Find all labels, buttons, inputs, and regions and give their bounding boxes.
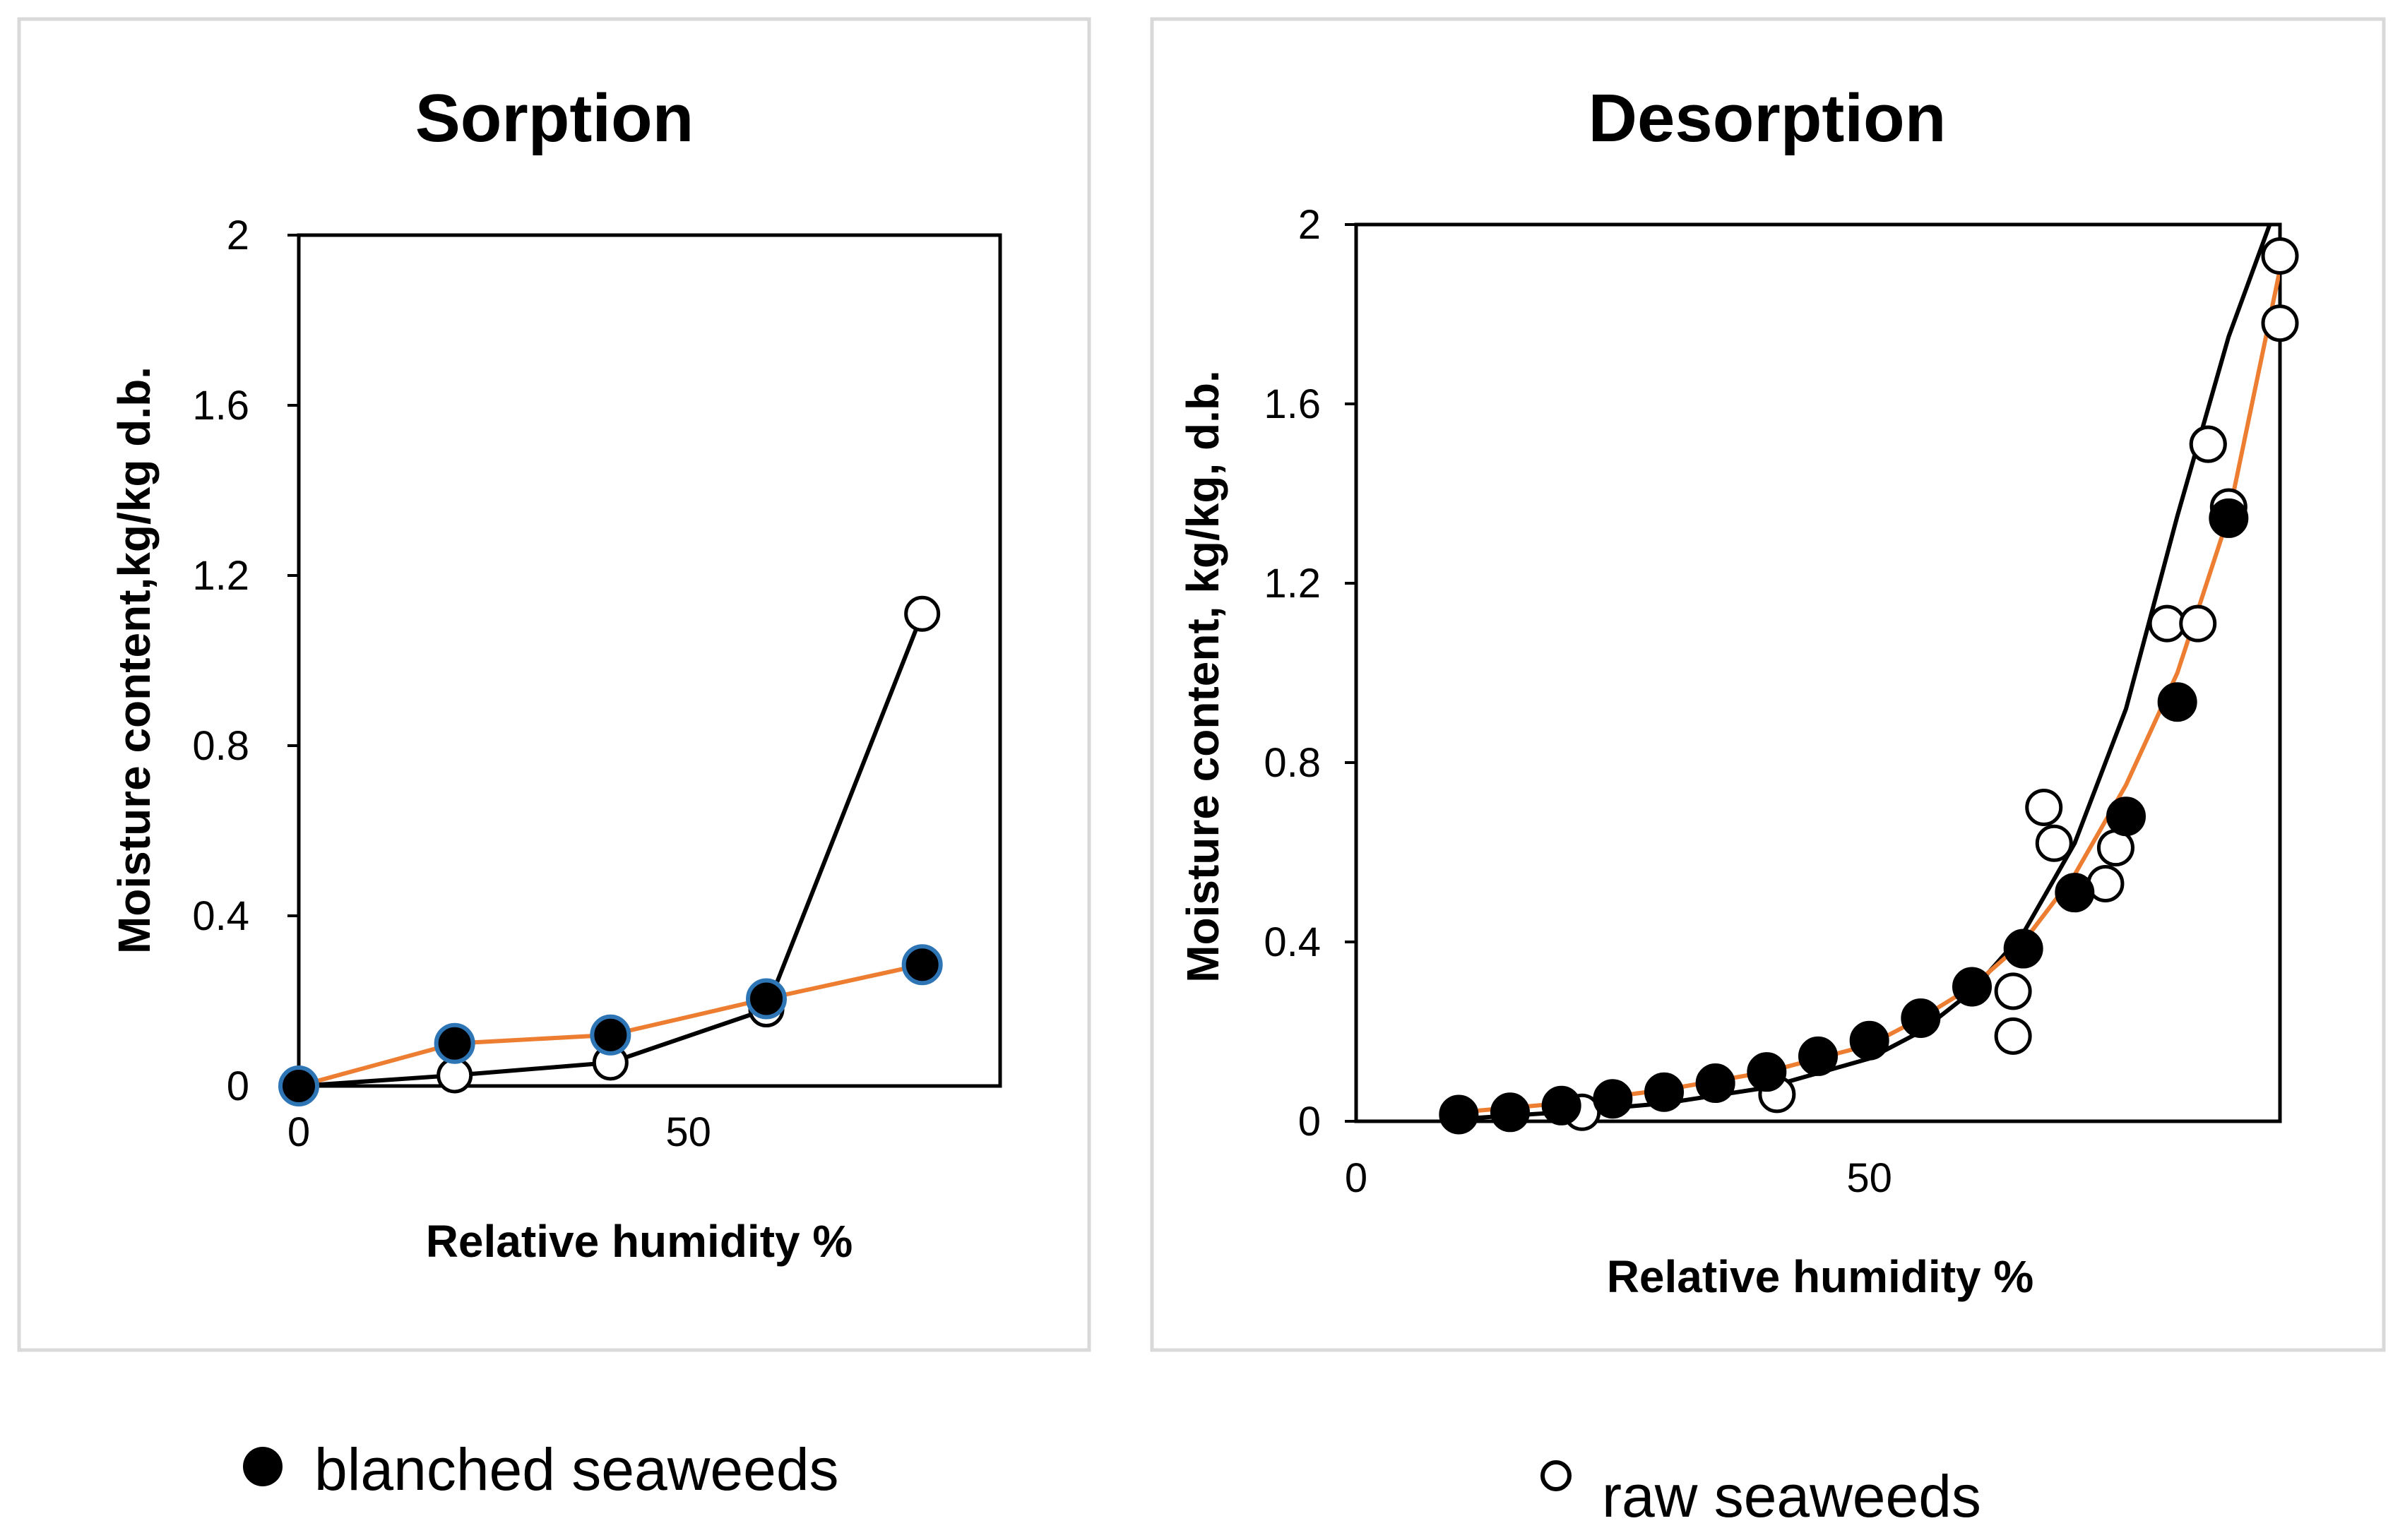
desorption-point-raw xyxy=(2025,789,2063,826)
desorption-chart: Desorption 0 0.4 0.8 1.2 1.6 2 0 50 Relative h… xyxy=(1150,17,2386,1352)
desorption-plot-area xyxy=(1354,222,2282,1123)
sorption-chart: Sorption 0 0.4 0.8 1.2 1.6 2 0 50 Relative hum… xyxy=(17,17,1091,1352)
sorption-point-blanched xyxy=(590,1014,631,1056)
sorption-y-tick-label: 2 xyxy=(227,213,249,258)
desorption-point-blanched xyxy=(2157,682,2197,722)
sorption-x-tick-label: 0 xyxy=(287,1109,310,1155)
desorption-y-tick-label: 1.2 xyxy=(1264,561,1321,607)
desorption-x-tick-label: 0 xyxy=(1345,1155,1367,1201)
desorption-point-raw xyxy=(2261,237,2299,275)
desorption-y-axis-label: Moisture content, kg/kg, d.b. xyxy=(1177,370,1228,983)
sorption-y-tick-label: 0.8 xyxy=(192,723,249,769)
desorption-point-blanched xyxy=(1541,1085,1581,1126)
desorption-y-ticks: 0 0.4 0.8 1.2 1.6 2 xyxy=(1264,202,1356,1145)
desorption-point-raw xyxy=(1994,1017,2032,1055)
desorption-point-blanched xyxy=(2209,498,2249,538)
desorption-point-blanched xyxy=(1439,1094,1479,1135)
sorption-y-tick-label: 0 xyxy=(227,1063,249,1109)
desorption-point-raw xyxy=(2189,425,2227,463)
desorption-y-tick-label: 1.6 xyxy=(1264,381,1321,427)
legend-open-circle-marker xyxy=(1540,1460,1572,1491)
desorption-point-blanched xyxy=(1593,1079,1633,1119)
desorption-title: Desorption xyxy=(1589,80,1947,156)
legend-label-raw: raw seaweeds xyxy=(1602,1463,1981,1529)
sorption-title: Sorption xyxy=(415,80,694,156)
desorption-point-blanched xyxy=(1695,1063,1735,1104)
desorption-y-tick-label: 2 xyxy=(1298,202,1321,248)
desorption-point-blanched xyxy=(1798,1036,1838,1076)
desorption-panel-frame xyxy=(1150,17,2386,1352)
sorption-y-axis-label: Moisture content,kg/kg d.b. xyxy=(109,366,160,954)
desorption-point-blanched xyxy=(2055,873,2095,913)
desorption-point-raw xyxy=(2179,604,2217,643)
desorption-y-tick-label: 0.8 xyxy=(1264,740,1321,786)
sorption-y-tick-label: 1.2 xyxy=(192,553,249,599)
desorption-point-blanched xyxy=(1849,1020,1889,1061)
desorption-point-blanched xyxy=(1901,998,1941,1038)
desorption-point-blanched xyxy=(1952,967,1992,1007)
desorption-point-blanched xyxy=(1490,1092,1530,1133)
sorption-point-blanched xyxy=(434,1022,475,1064)
legend-filled-circle-marker xyxy=(243,1447,283,1486)
sorption-point-blanched xyxy=(746,978,787,1020)
sorption-x-tick-label: 50 xyxy=(665,1109,711,1155)
legend-label-blanched: blanched seaweeds xyxy=(314,1436,839,1503)
desorption-point-blanched xyxy=(2003,929,2043,969)
sorption-y-tick-label: 0.4 xyxy=(192,893,249,939)
desorption-x-tick-label: 50 xyxy=(1846,1155,1892,1201)
desorption-series xyxy=(1439,225,2299,1135)
desorption-point-blanched xyxy=(2106,796,2146,837)
legend: blanched seaweeds raw seaweeds xyxy=(243,1436,1981,1529)
desorption-y-tick-label: 0 xyxy=(1298,1099,1321,1145)
desorption-y-tick-label: 0.4 xyxy=(1264,919,1321,965)
sorption-y-tick-label: 1.6 xyxy=(192,383,249,429)
sorption-point-blanched xyxy=(278,1066,319,1106)
desorption-point-raw xyxy=(2035,824,2073,862)
sorption-series xyxy=(278,595,943,1106)
sorption-x-axis-label: Relative humidity % xyxy=(426,1216,853,1267)
desorption-point-raw xyxy=(1994,972,2032,1010)
desorption-x-ticks: 0 50 xyxy=(1345,1155,1892,1201)
desorption-point-blanched xyxy=(1644,1072,1684,1112)
desorption-x-axis-label: Relative humidity % xyxy=(1607,1251,2034,1302)
sorption-point-raw xyxy=(437,1057,473,1094)
sorption-y-ticks: 0 0.4 0.8 1.2 1.6 2 xyxy=(192,213,299,1109)
desorption-point-raw xyxy=(2261,304,2299,342)
sorption-x-ticks: 0 50 xyxy=(287,1109,711,1155)
desorption-point-raw xyxy=(2148,604,2186,643)
desorption-point-blanched xyxy=(1747,1052,1787,1092)
sorption-panel-frame xyxy=(17,17,1091,1352)
sorption-point-raw xyxy=(904,595,941,632)
sorption-point-blanched xyxy=(901,944,943,986)
sorption-plot-area xyxy=(297,233,1002,1088)
